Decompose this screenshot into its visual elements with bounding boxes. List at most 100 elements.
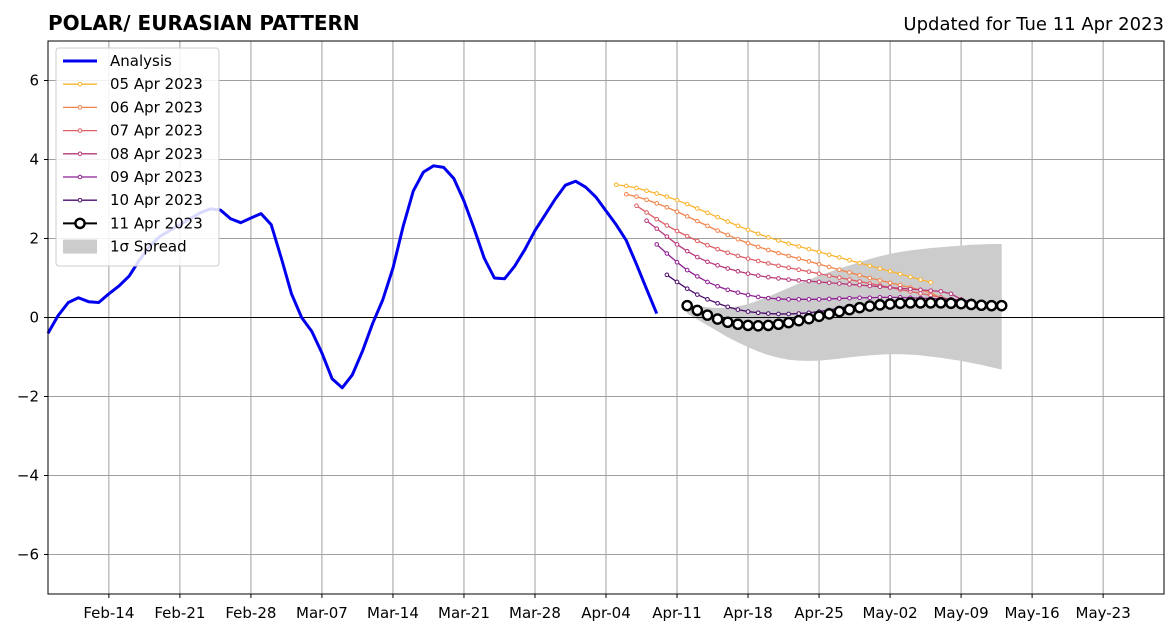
forecast-point [613,182,619,188]
forecast-point [766,261,771,266]
forecast-point [874,299,886,311]
forecast-point [826,296,832,302]
forecast-point [837,281,842,286]
forecast-point [796,244,802,249]
forecast-point [843,303,856,316]
forecast-point [735,223,741,229]
legend-label: 10 Apr 2023 [110,191,203,209]
forecast-point [928,288,933,293]
forecast-point [695,274,700,279]
forecast-point [887,268,893,274]
forecast-point [857,260,862,266]
forecast-point [776,311,781,317]
forecast-point [894,297,907,310]
forecast-point [735,307,741,312]
forecast-point [634,185,639,191]
forecast-point [654,191,660,196]
forecast-point [803,312,815,325]
forecast-point [644,188,649,194]
forecast-point [935,297,947,309]
chart-title: POLAR/ EURASIAN PATTERN [48,11,360,35]
forecast-point [684,201,690,207]
forecast-point [826,273,832,278]
forecast-point [837,275,842,280]
forecast-point [786,277,791,282]
legend-item: Analysis [63,52,172,70]
forecast-point [887,285,893,290]
forecast-point [877,266,883,271]
forecast-point [695,206,700,211]
forecast-point [806,269,812,274]
legend-item: 05 Apr 2023 [63,75,203,93]
legend-item: 1σ Spread [63,238,187,256]
x-tick-label: Feb-21 [154,604,205,622]
y-tick-label: 4 [29,151,39,169]
legend-marker [77,174,83,180]
chart-subtitle: Updated for Tue 11 Apr 2023 [903,14,1164,35]
forecast-point [918,277,923,282]
forecast-point [742,319,754,332]
forecast-point [867,283,873,289]
forecast-point [796,278,802,283]
forecast-point [806,278,812,284]
forecast-point [644,218,649,224]
forecast-point [786,265,791,271]
forecast-point [786,311,791,317]
forecast-point [691,304,704,317]
forecast-point [776,238,781,243]
forecast-point [857,282,862,288]
forecast-point [826,264,832,270]
forecast-point [826,280,832,286]
forecast-point [745,227,751,233]
forecast-point [897,271,903,277]
forecast-point [735,236,741,242]
x-tick-label: Mar-28 [509,604,561,622]
x-tick-label: Feb-28 [225,604,276,622]
forecast-point [924,297,937,309]
forecast-point [684,286,690,291]
forecast-point [725,232,731,238]
forecast-point [735,290,741,295]
forecast-point [776,250,781,256]
x-tick-label: Mar-14 [367,604,419,622]
forecast-point [752,319,764,332]
forecast-point [782,316,795,329]
forecast-point [705,259,710,265]
forecast-point [745,271,751,276]
forecast-point [806,297,812,302]
forecast-point [695,292,700,297]
forecast-point [705,223,710,229]
forecast-point [664,204,670,210]
forecast-point [674,197,680,203]
forecast-point [813,310,825,323]
series-layer [46,164,1008,390]
forecast-point [837,296,842,301]
forecast-point [833,305,846,318]
forecast-point [837,255,842,260]
y-tick-label: −2 [17,388,39,406]
forecast-point [745,292,751,298]
forecast-point [847,277,852,282]
forecast-point [766,247,771,253]
forecast-point [715,300,720,306]
forecast-point [684,214,690,219]
forecast-point [681,299,693,312]
x-tick-label: May-09 [933,604,988,622]
x-tick-label: May-23 [1076,604,1131,622]
forecast-point [857,295,862,301]
forecast-point [634,194,639,199]
forecast-point [867,263,873,269]
legend-label: 11 Apr 2023 [110,214,203,232]
forecast-point [695,254,700,260]
legend-marker [77,105,83,110]
forecast-point [664,251,670,256]
forecast-point [725,250,731,256]
forecast-point [975,299,988,312]
legend-marker [77,128,83,133]
forecast-point [806,246,812,252]
legend-label: Analysis [110,52,172,70]
legend: Analysis 05 Apr 2023 06 Apr 2023 07 Apr 202… [55,47,220,267]
forecast-point [816,249,822,255]
forecast-point [705,242,710,248]
